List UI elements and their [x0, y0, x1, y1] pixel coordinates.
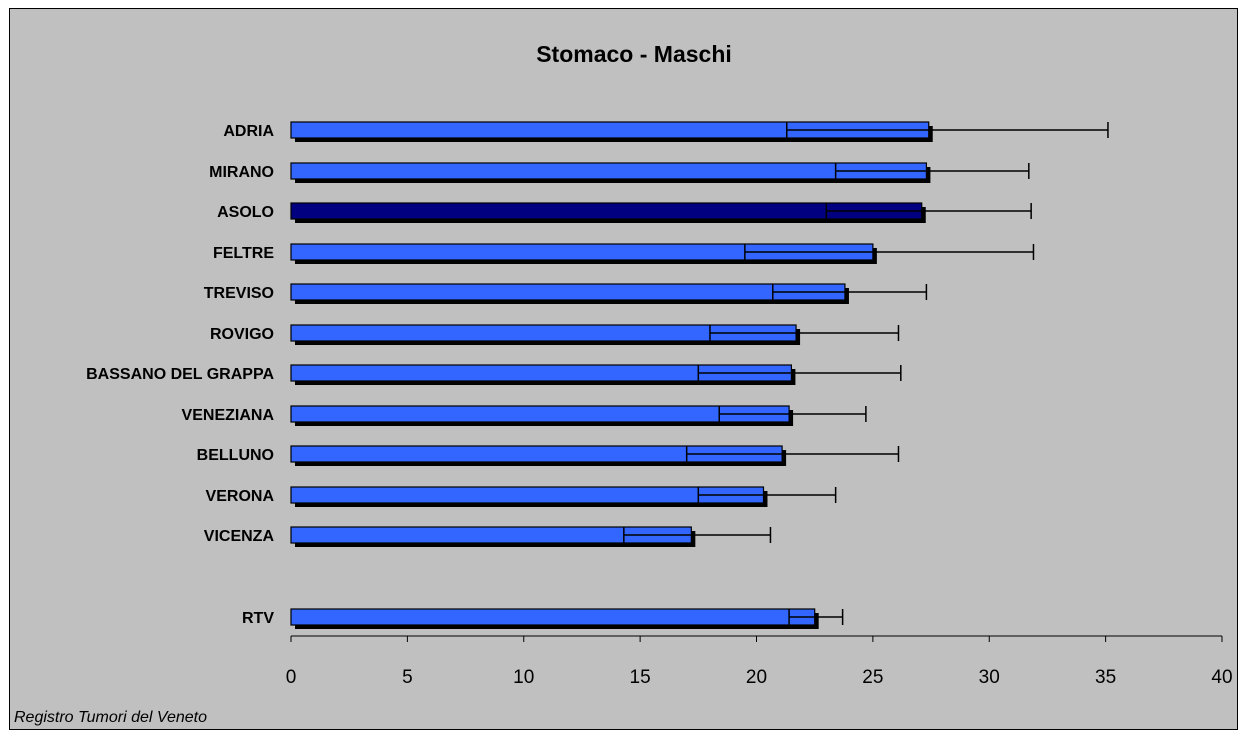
bar-mirano [290, 162, 928, 180]
x-tick-label-5: 5 [402, 667, 413, 688]
chart-title: Stomaco - Maschi [536, 41, 732, 67]
x-tick-label-25: 25 [862, 667, 883, 688]
bar-rtv [290, 608, 816, 626]
x-tick-label-15: 15 [630, 667, 651, 688]
category-label-feltre: FELTRE [213, 245, 274, 262]
x-tick-label-0: 0 [286, 667, 297, 688]
x-tick-label-30: 30 [979, 667, 1000, 688]
category-label-rtv: RTV [242, 610, 274, 627]
source-note: Registro Tumori del Veneto [14, 709, 207, 726]
x-tick-label-20: 20 [746, 667, 767, 688]
category-label-vicenza: VICENZA [204, 528, 275, 545]
category-labels-group: ADRIA MIRANO ASOLO FELTRE TREVISO ROVIGO BASSA… [86, 123, 274, 627]
x-tick-label-35: 35 [1095, 667, 1116, 688]
x-tick-label-40: 40 [1211, 667, 1232, 688]
bar-veneziana [290, 405, 790, 423]
bar-treviso [290, 283, 846, 301]
category-label-adria: ADRIA [223, 123, 274, 140]
category-label-verona: VERONA [206, 488, 275, 505]
category-label-rovigo: ROVIGO [210, 326, 274, 343]
category-label-mirano: MIRANO [209, 164, 274, 181]
bar-verona [290, 486, 765, 504]
x-axis: 0 5 10 15 20 25 30 35 40 [286, 635, 1233, 688]
category-label-veneziana: VENEZIANA [182, 407, 275, 424]
x-tick-label-10: 10 [513, 667, 534, 688]
category-label-bassano-del-grappa: BASSANO DEL GRAPPA [86, 366, 274, 383]
bars-group [290, 121, 1109, 629]
category-label-treviso: TREVISO [204, 285, 274, 302]
category-label-asolo: ASOLO [217, 204, 274, 221]
category-label-belluno: BELLUNO [197, 447, 274, 464]
